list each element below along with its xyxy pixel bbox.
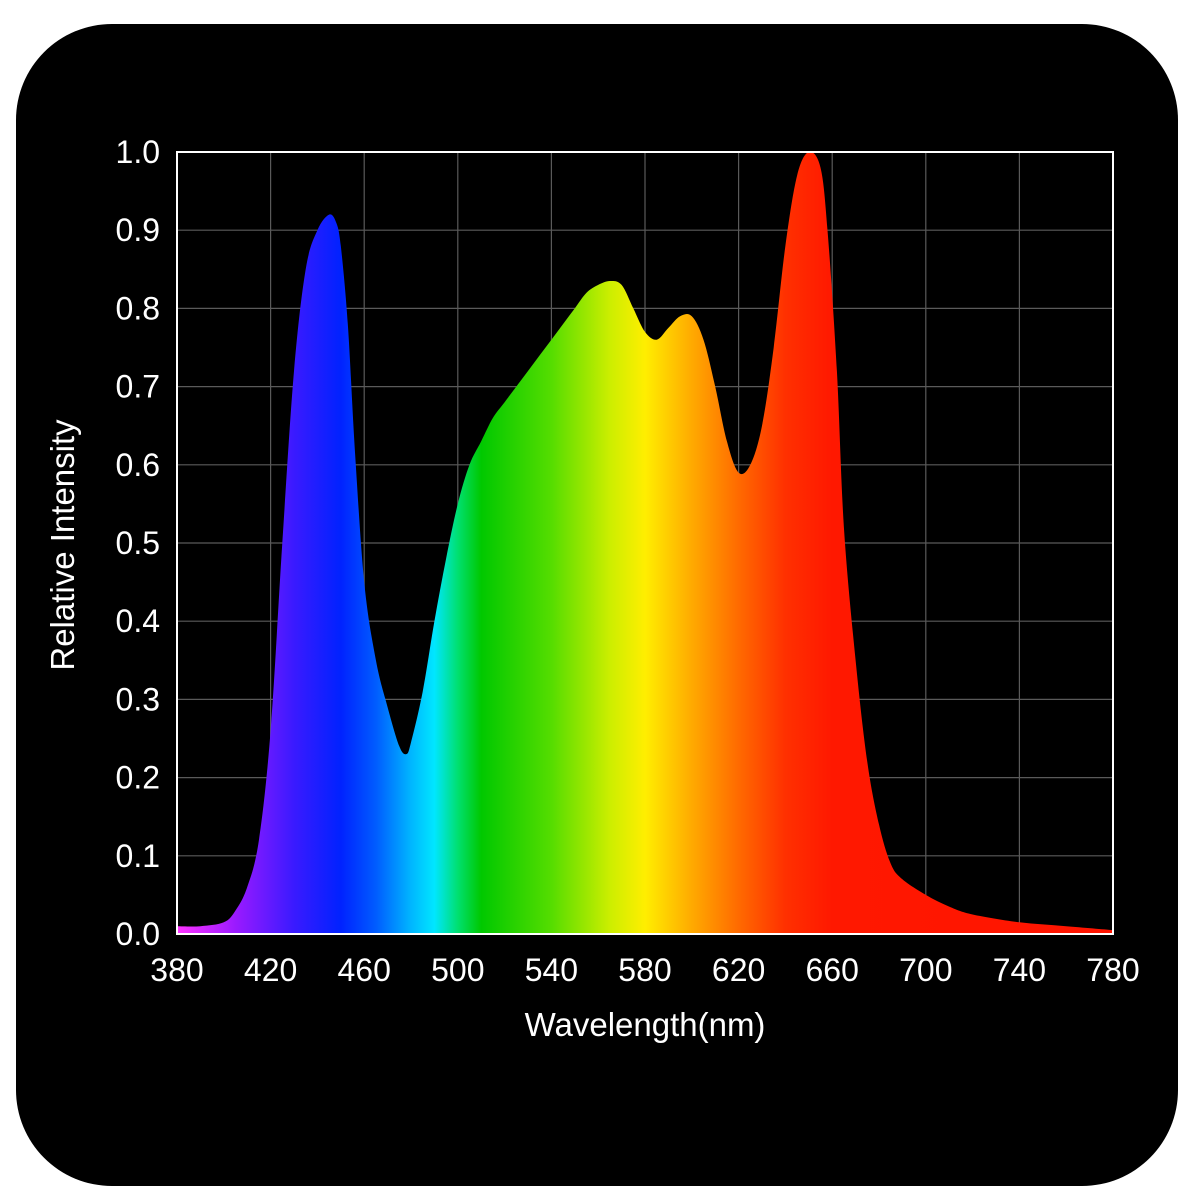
y-tick-label: 0.9 bbox=[116, 212, 160, 248]
x-tick-label: 500 bbox=[431, 952, 484, 988]
y-tick-label: 0.3 bbox=[116, 681, 160, 717]
y-tick-label: 0.2 bbox=[116, 760, 160, 796]
y-tick-label: 0.4 bbox=[116, 603, 160, 639]
x-tick-label: 740 bbox=[993, 952, 1046, 988]
x-tick-label: 380 bbox=[150, 952, 203, 988]
y-axis-label: Relative Intensity bbox=[44, 419, 81, 671]
y-tick-label: 0.8 bbox=[116, 290, 160, 326]
y-tick-label: 0.7 bbox=[116, 369, 160, 405]
x-tick-label: 460 bbox=[338, 952, 391, 988]
x-tick-label: 540 bbox=[525, 952, 578, 988]
x-tick-labels: 380 420 460 500 540 580 620 660 700 740 780 bbox=[150, 952, 1139, 988]
plot-frame bbox=[176, 151, 1114, 935]
x-axis-label: Wavelength(nm) bbox=[525, 1006, 766, 1043]
x-tick-label: 580 bbox=[618, 952, 671, 988]
y-tick-label: 0.1 bbox=[116, 838, 160, 874]
x-tick-label: 620 bbox=[712, 952, 765, 988]
y-tick-labels: 0.0 0.1 0.2 0.3 0.4 0.5 0.6 0.7 0.8 0.9 1.0 bbox=[116, 134, 160, 952]
x-tick-label: 420 bbox=[244, 952, 297, 988]
y-tick-label: 0.0 bbox=[116, 916, 160, 952]
spectrum-area bbox=[177, 152, 1113, 934]
y-tick-label: 1.0 bbox=[116, 134, 160, 170]
x-tick-label: 780 bbox=[1086, 952, 1139, 988]
x-tick-label: 660 bbox=[806, 952, 859, 988]
spectrum-area-group bbox=[177, 152, 1113, 934]
x-tick-label: 700 bbox=[899, 952, 952, 988]
y-tick-label: 0.5 bbox=[116, 525, 160, 561]
y-tick-label: 0.6 bbox=[116, 447, 160, 483]
